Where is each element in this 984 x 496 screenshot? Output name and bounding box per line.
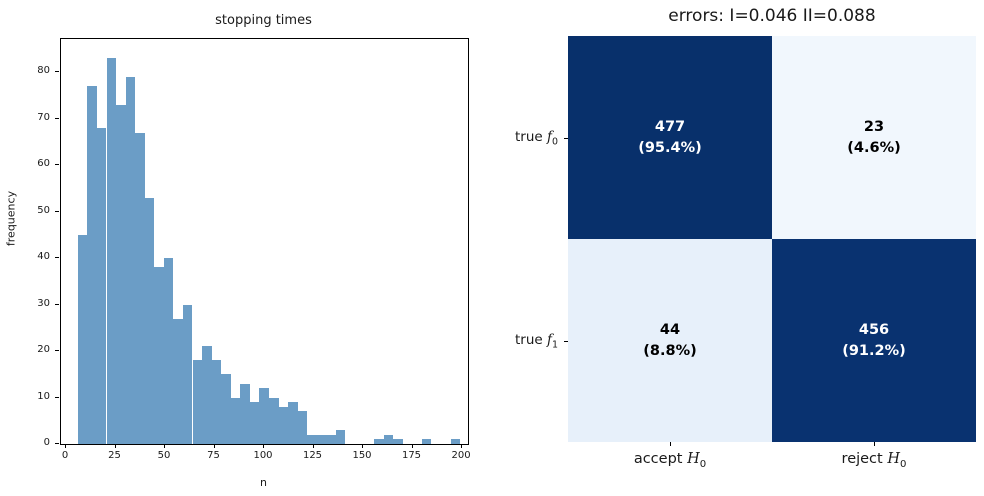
- y-tick-label: 30: [37, 297, 50, 309]
- x-tick-mark: [114, 444, 116, 448]
- x-tick-mark: [411, 444, 413, 448]
- x-tick-label: 200: [451, 450, 471, 461]
- confusion-matrix-cell: 477 (95.4%): [568, 36, 772, 239]
- col-tick-mark: [874, 442, 875, 446]
- cell-percentage: (91.2%): [842, 342, 906, 359]
- histogram-bar: [87, 86, 97, 444]
- y-tick-mark: [55, 396, 59, 398]
- x-tick-label: 25: [108, 450, 121, 461]
- x-tick-mark: [263, 444, 264, 448]
- x-tick-mark: [312, 444, 314, 448]
- x-tick-mark: [164, 444, 165, 448]
- histogram-bar: [182, 304, 193, 444]
- histogram-bar: [163, 258, 174, 444]
- y-tick-label: 80: [37, 65, 50, 77]
- histogram-bar: [297, 411, 308, 444]
- cell-count: 44: [659, 321, 681, 338]
- confusion-matrix-cell: 44 (8.8%): [568, 239, 772, 442]
- x-tick-label: 0: [61, 450, 69, 461]
- histogram-bar: [249, 402, 260, 444]
- histogram-bar: [154, 267, 164, 444]
- confusion-matrix-cell: 23 (4.6%): [772, 36, 976, 239]
- histogram-bar: [316, 434, 327, 444]
- x-tick-mark: [362, 444, 363, 448]
- x-tick-mark: [461, 444, 463, 448]
- histogram-bar: [106, 58, 117, 444]
- histogram-bar: [221, 374, 231, 444]
- histogram-bar: [125, 76, 136, 444]
- y-tick-mark: [55, 303, 59, 305]
- y-tick-label: 0: [43, 437, 50, 448]
- y-tick-mark: [55, 164, 59, 166]
- y-tick-label: 70: [37, 111, 50, 123]
- histogram-bar: [202, 346, 212, 444]
- histogram-bar: [116, 104, 126, 444]
- histogram-bar: [383, 434, 394, 444]
- histogram-bar: [268, 397, 279, 444]
- x-tick-mark: [213, 444, 215, 448]
- col-label: reject H0: [841, 451, 907, 470]
- histogram-bar: [421, 439, 432, 444]
- x-tick-label: 50: [157, 450, 171, 461]
- histogram-bar: [374, 439, 384, 444]
- histogram-bar: [144, 197, 155, 444]
- histogram-y-axis-label: frequency: [4, 190, 18, 247]
- histogram-bar: [259, 388, 269, 444]
- histogram-bar: [135, 132, 145, 444]
- y-tick-label: 50: [37, 204, 50, 216]
- y-tick-mark: [55, 210, 59, 212]
- confusion-matrix-grid: 477 (95.4%) 23 (4.6%) 44 (8.8%) 456 (91.2%): [568, 36, 976, 442]
- col-label: accept H0: [633, 451, 707, 470]
- y-tick-label: 60: [37, 158, 50, 170]
- row-label: true f0: [514, 128, 558, 148]
- x-tick-mark: [65, 444, 66, 448]
- cell-percentage: (95.4%): [638, 139, 702, 156]
- y-tick-label: 40: [37, 251, 50, 263]
- cell-percentage: (4.6%): [847, 139, 901, 156]
- x-tick-label: 150: [352, 450, 372, 461]
- x-tick-label: 100: [253, 450, 273, 461]
- col-tick-mark: [670, 442, 671, 446]
- histogram-bar: [240, 383, 250, 444]
- histogram-bar: [450, 439, 461, 444]
- histogram-bar: [335, 430, 346, 444]
- histogram-bar: [173, 318, 183, 444]
- histogram-plot-area: [60, 38, 469, 445]
- histogram-bar: [77, 234, 88, 444]
- row-label: true f1: [514, 331, 558, 351]
- cell-percentage: (8.8%): [643, 342, 697, 359]
- cell-count: 477: [654, 118, 686, 135]
- x-tick-label: 75: [207, 450, 220, 461]
- cell-count: 456: [858, 321, 890, 338]
- x-tick-label: 125: [302, 450, 323, 461]
- histogram-bar: [393, 439, 403, 444]
- y-tick-mark: [55, 257, 59, 259]
- histogram-title: stopping times: [215, 13, 312, 28]
- confusion-matrix-cell: 456 (91.2%): [772, 239, 976, 442]
- y-tick-mark: [55, 443, 59, 444]
- histogram-bar: [192, 360, 203, 444]
- confusion-matrix-title: errors: I=0.046 II=0.088: [668, 6, 876, 26]
- row-tick-mark: [564, 340, 568, 342]
- y-tick-mark: [55, 117, 59, 119]
- y-tick-label: 20: [37, 344, 50, 356]
- y-tick-label: 10: [37, 390, 50, 402]
- cell-count: 23: [863, 118, 885, 135]
- y-tick-mark: [55, 350, 59, 352]
- histogram-bar: [288, 402, 298, 444]
- histogram-bar: [278, 406, 289, 444]
- histogram-x-axis-label: n: [260, 476, 267, 489]
- histogram-bar: [326, 434, 336, 444]
- histogram-bar: [307, 434, 317, 444]
- row-tick-mark: [564, 137, 568, 139]
- y-tick-mark: [55, 71, 59, 73]
- x-tick-label: 175: [401, 450, 422, 461]
- histogram-bar: [211, 360, 222, 444]
- histogram-bar: [230, 397, 241, 444]
- histogram-bar: [96, 128, 107, 444]
